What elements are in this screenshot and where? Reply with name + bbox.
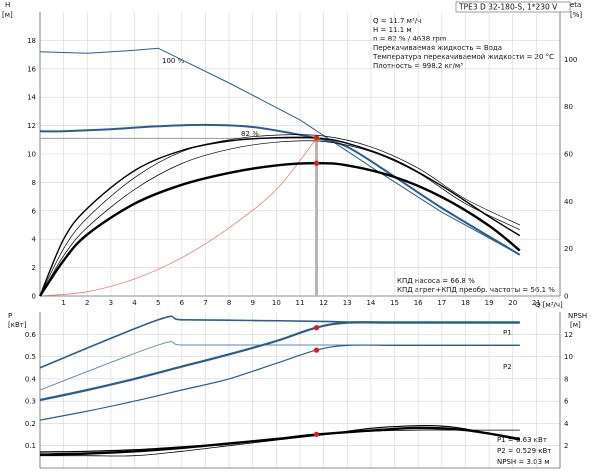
y-tick-label: 16 bbox=[27, 65, 36, 73]
efficiency-curve bbox=[39, 140, 520, 297]
x-tick-label: 19 bbox=[485, 299, 494, 307]
x-tick-label: 5 bbox=[156, 299, 160, 307]
info-line: Q = 11.7 м³/ч bbox=[373, 17, 421, 25]
upper-y-right-label: eta bbox=[570, 1, 581, 9]
x-tick-label: 13 bbox=[343, 299, 352, 307]
y2-tick-label: 40 bbox=[564, 198, 573, 206]
y2-tick-label: 6 bbox=[564, 398, 569, 406]
head-curve-100 bbox=[39, 47, 521, 256]
curve-label-p1: P1 bbox=[503, 329, 512, 337]
x-tick-label: 14 bbox=[366, 299, 375, 307]
unit-efficiency-curve bbox=[38, 161, 521, 297]
y2-tick-label: 0 bbox=[564, 293, 568, 301]
operating-point-marker bbox=[313, 160, 320, 166]
y-tick-label: 2 bbox=[32, 264, 36, 272]
head-curve-82 bbox=[39, 123, 521, 256]
operating-point-marker bbox=[313, 135, 320, 141]
unit-efficiency-text: КПД агрег+КПД преобр. частоты = 56.1 % bbox=[397, 286, 555, 294]
y-tick-label: 0.2 bbox=[25, 420, 36, 428]
y2-tick-label: 60 bbox=[564, 151, 573, 159]
x-tick-label: 18 bbox=[461, 299, 470, 307]
x-tick-label: 16 bbox=[414, 299, 423, 307]
x-tick-label: 9 bbox=[250, 299, 254, 307]
operating-point-marker bbox=[313, 431, 320, 437]
upper-x-axis-label: Q [м³/ч] bbox=[535, 301, 563, 309]
operating-point-marker bbox=[313, 347, 320, 353]
y2-tick-label: 2 bbox=[564, 442, 568, 450]
x-tick-label: 15 bbox=[390, 299, 399, 307]
y-tick-label: 0.4 bbox=[25, 375, 37, 383]
info-line: n = 82 % / 4638 rpm bbox=[373, 35, 447, 43]
npsh-curve-82 bbox=[39, 426, 520, 456]
x-tick-label: 21 bbox=[532, 299, 541, 307]
y-tick-label: 6 bbox=[32, 207, 37, 215]
pump-efficiency-curve bbox=[39, 136, 521, 297]
p1-value-text: P1 = 0.63 кВт bbox=[497, 436, 547, 444]
y-tick-label: 0.6 bbox=[25, 331, 37, 339]
y-tick-label: 0.3 bbox=[25, 398, 36, 406]
y-tick-label: 12 bbox=[27, 122, 36, 130]
info-line: Температура перекачиваемой жидкости = 20… bbox=[372, 53, 554, 61]
x-tick-label: 10 bbox=[272, 299, 281, 307]
x-tick-label: 4 bbox=[132, 299, 137, 307]
upper-y-right-unit: [%] bbox=[570, 11, 582, 19]
lower-y-left-label: P bbox=[8, 312, 12, 320]
curve-label-100: 100 % bbox=[162, 57, 185, 65]
x-tick-label: 2 bbox=[85, 299, 89, 307]
y-tick-label: 0.1 bbox=[25, 442, 36, 450]
y2-tick-label: 80 bbox=[564, 103, 573, 111]
y2-tick-label: 4 bbox=[564, 420, 569, 428]
info-line: Перекачиваемая жидкость = Вода bbox=[373, 44, 502, 52]
x-tick-label: 7 bbox=[203, 299, 207, 307]
operating-point-marker bbox=[313, 325, 320, 331]
y2-tick-label: 12 bbox=[564, 331, 573, 339]
y2-tick-label: 8 bbox=[564, 375, 568, 383]
x-tick-label: 6 bbox=[180, 299, 185, 307]
curve-label-82: 82 % bbox=[241, 130, 259, 138]
p1-curve-82 bbox=[39, 321, 520, 402]
lower-y-left-unit: [кВт] bbox=[8, 321, 27, 329]
y-tick-label: 0 bbox=[32, 293, 36, 301]
curve-label-p2: P2 bbox=[503, 363, 512, 371]
x-tick-label: 17 bbox=[437, 299, 446, 307]
upper-y-left-unit: [м] bbox=[2, 11, 13, 19]
x-tick-label: 12 bbox=[319, 299, 328, 307]
y2-tick-label: 100 bbox=[564, 56, 577, 64]
y-tick-label: 8 bbox=[32, 179, 36, 187]
y2-tick-label: 10 bbox=[564, 353, 573, 361]
x-tick-label: 20 bbox=[508, 299, 517, 307]
y-tick-label: 18 bbox=[27, 37, 36, 45]
efficiency-curve bbox=[39, 134, 520, 297]
p2-curve-82 bbox=[39, 344, 520, 421]
chart-title: TPE3 D 32-180-S, 1*230 V bbox=[458, 3, 558, 12]
x-tick-label: 8 bbox=[227, 299, 231, 307]
upper-y-left-label: H bbox=[5, 1, 10, 9]
p2-value-text: P2 = 0.529 кВт bbox=[497, 447, 551, 455]
system-curve bbox=[39, 138, 317, 297]
lower-y-right-unit: [м] bbox=[570, 321, 581, 329]
npsh-value-text: NPSH = 3.03 м bbox=[497, 458, 550, 466]
y-tick-label: 14 bbox=[27, 94, 36, 102]
y-tick-label: 10 bbox=[27, 151, 36, 159]
info-line: H = 11.1 м bbox=[373, 26, 412, 34]
pump-efficiency-text: КПД насоса = 66.8 % bbox=[397, 277, 475, 285]
x-tick-label: 1 bbox=[61, 299, 65, 307]
chart-marks: 1 2 3 4 5 6 7 8 9 10 11 12 13 14 15 16 17 18 19 20 210246810… bbox=[25, 12, 577, 469]
x-tick-label: 3 bbox=[109, 299, 113, 307]
y-tick-label: 0.5 bbox=[25, 353, 36, 361]
y2-tick-label: 20 bbox=[564, 245, 573, 253]
lower-y-right-label: NPSH bbox=[568, 312, 587, 320]
y-tick-label: 4 bbox=[32, 236, 37, 244]
x-tick-label: 11 bbox=[296, 299, 305, 307]
